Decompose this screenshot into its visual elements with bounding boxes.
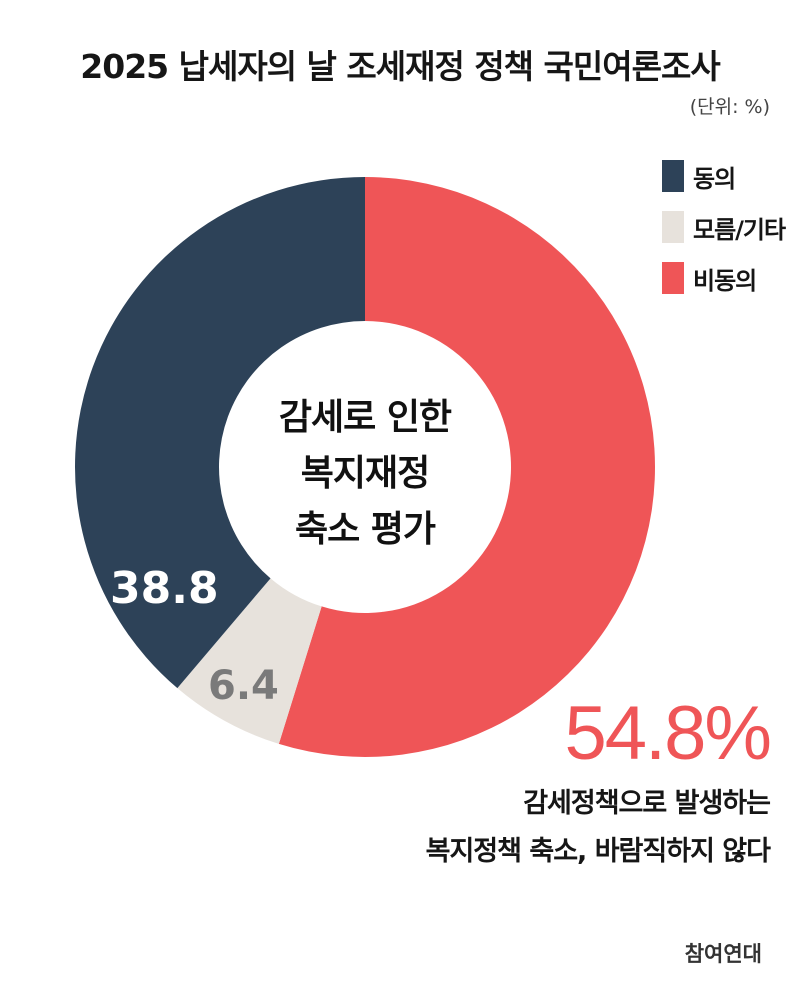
data-label-unknown: 6.4 — [208, 663, 279, 709]
chart-title: 2025 납세자의 날 조세재정 정책 국민여론조사 — [80, 47, 720, 86]
caption-line: 감세정책으로 발생하는 — [523, 788, 771, 819]
center-label-line: 축소 평가 — [294, 509, 436, 550]
legend-swatch-unknown — [662, 211, 684, 243]
donut-center-label: 감세로 인한 복지재정 축소 평가 — [230, 390, 500, 558]
center-label-line: 복지재정 — [300, 453, 430, 494]
legend-item-disagree: 비동의 — [662, 262, 785, 295]
donut-slice-unknown — [177, 578, 322, 744]
data-label-agree: 38.8 — [110, 563, 219, 614]
center-label-line: 감세로 인한 — [278, 397, 452, 438]
donut-slice-disagree — [278, 177, 656, 757]
legend-swatch-agree — [662, 160, 684, 192]
legend: 동의 모름/기타 비동의 — [662, 160, 786, 313]
caption-line: 복지정책 축소, 바람직하지 않다 — [425, 836, 771, 867]
highlight-caption: 감세정책으로 발생하는 복지정책 축소, 바람직하지 않다 — [425, 780, 771, 876]
source-label: 참여연대 — [684, 942, 762, 966]
unit-label: (단위: %) — [689, 96, 770, 118]
legend-swatch-disagree — [662, 262, 684, 294]
legend-label-disagree: 비동의 — [693, 266, 757, 295]
highlight-value: 54.8% — [564, 691, 772, 776]
donut-slice-agree — [75, 177, 366, 689]
legend-item-unknown: 모름/기타 — [662, 211, 786, 244]
legend-item-agree: 동의 — [662, 160, 785, 193]
legend-label-agree: 동의 — [693, 164, 736, 193]
legend-label-unknown: 모름/기타 — [693, 215, 786, 244]
